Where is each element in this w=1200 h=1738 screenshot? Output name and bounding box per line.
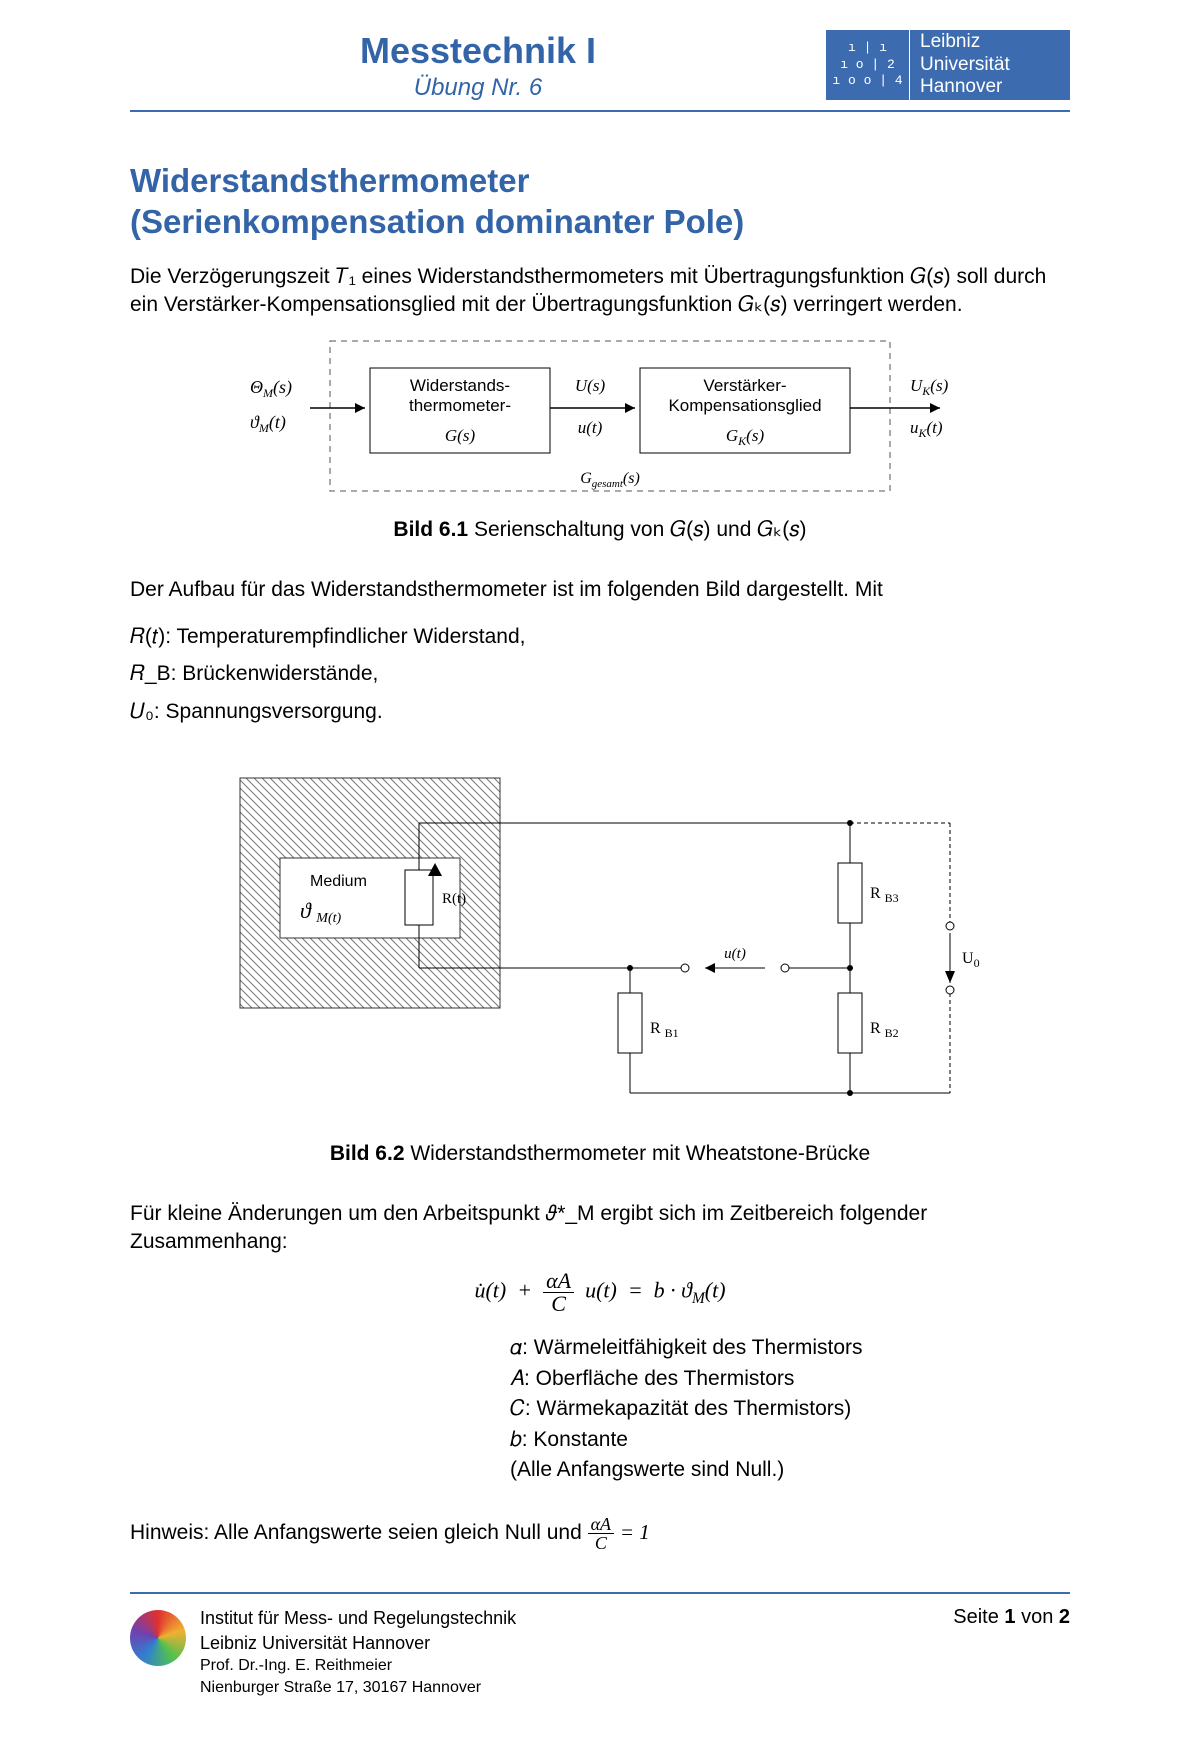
page-footer: Institut für Mess- und Regelungstechnik … <box>130 1592 1070 1698</box>
label-U0: U0 <box>962 950 980 970</box>
footer-l3: Prof. Dr.-Ing. E. Reithmeier <box>200 1655 516 1677</box>
logo-text: Leibniz Universität Hannover <box>910 30 1070 100</box>
label-RB3: R B3 <box>870 885 899 905</box>
label-Us: U(s) <box>575 376 606 395</box>
institute-logo-icon <box>130 1610 186 1666</box>
logo-row: ı o o | 4 <box>832 73 902 90</box>
circuit-diagram-6-2: Medium ϑ M(t) R(t) R B1 R B3 R <box>130 758 1070 1128</box>
caption-label: Bild 6.1 <box>393 518 468 541</box>
label-ut: u(t) <box>724 946 746 962</box>
footer-l2: Leibniz Universität Hannover <box>200 1631 516 1655</box>
section-heading: Widerstandsthermometer (Serienkompensati… <box>130 160 1070 243</box>
caption-6-2: Bild 6.2 Widerstandsthermometer mit Whea… <box>130 1142 1070 1166</box>
symbol-definitions: 𝑅(𝑡): Temperaturempfindlicher Widerstand… <box>130 619 1070 730</box>
logo-row: ı o | 2 <box>840 57 895 74</box>
block2-l2: Kompensationsglied <box>668 396 821 415</box>
heading-line2: (Serienkompensation dominanter Pole) <box>130 203 744 240</box>
hint-line: Hinweis: Alle Anfangswerte seien gleich … <box>130 1515 1070 1552</box>
footer-l1: Institut für Mess- und Regelungstechnik <box>200 1606 516 1630</box>
block2-l3: GK(s) <box>726 426 765 448</box>
intro-paragraph: Die Verzögerungszeit 𝑇₁ eines Widerstand… <box>130 263 1070 320</box>
block-diagram-6-1: ΘM(s) ϑM(t) Widerstands- thermometer- G(… <box>130 333 1070 503</box>
label-theta-s: ΘM(s) <box>250 377 292 400</box>
hint-prefix: Hinweis: Alle Anfangswerte seien gleich … <box>130 1522 588 1545</box>
uni-name-line: Hannover <box>920 76 1070 99</box>
def-U0: 𝑈₀: Spannungsversorgung. <box>130 694 1070 730</box>
university-logo: ı | ı ı o | 2 ı o o | 4 Leibniz Universi… <box>826 30 1070 100</box>
label-RB1: R B1 <box>650 1020 679 1040</box>
caption-label: Bild 6.2 <box>330 1142 405 1165</box>
block1-l3: G(s) <box>445 426 476 445</box>
equation-variable-list: 𝛼: Wärmeleitfähigkeit des Thermistors 𝐴:… <box>510 1333 1070 1485</box>
block1-l1: Widerstands- <box>410 376 510 395</box>
uni-name-line: Leibniz <box>920 31 1070 54</box>
block2-l1: Verstärker- <box>703 376 786 395</box>
footer-address: Institut für Mess- und Regelungstechnik … <box>200 1606 516 1698</box>
page-label-pre: Seite <box>953 1606 1004 1628</box>
var-A: 𝐴: Oberfläche des Thermistors <box>510 1364 1070 1394</box>
page-label-mid: von <box>1016 1606 1059 1628</box>
course-title: Messtechnik I <box>130 30 826 72</box>
label-Rt: R(t) <box>442 891 466 907</box>
label-uKt: uK(t) <box>910 418 943 440</box>
aufbau-paragraph: Der Aufbau für das Widerstandsthermomete… <box>130 576 1070 604</box>
var-alpha: 𝛼: Wärmeleitfähigkeit des Thermistors <box>510 1333 1070 1363</box>
var-note: (Alle Anfangswerte sind Null.) <box>510 1455 1070 1485</box>
caption-text: Serienschaltung von 𝐺(𝑠) und 𝐺ₖ(𝑠) <box>474 518 807 541</box>
var-b: 𝑏: Konstante <box>510 1425 1070 1455</box>
label-Ggesamt: Ggesamt(s) <box>580 470 640 490</box>
logo-numeric-icon: ı | ı ı o | 2 ı o o | 4 <box>826 30 910 100</box>
caption-6-1: Bild 6.1 Serienschaltung von 𝐺(𝑠) und 𝐺ₖ… <box>130 517 1070 542</box>
exercise-subtitle: Übung Nr. 6 <box>130 74 826 102</box>
label-RB2: R B2 <box>870 1020 899 1040</box>
page-current: 1 <box>1004 1606 1015 1628</box>
differential-equation: u̇(t) + αAC u(t) = b · ϑM(t) <box>130 1270 1070 1315</box>
def-RB: 𝑅_B: Brückenwiderstände, <box>130 656 1070 692</box>
footer-l4: Nienburger Straße 17, 30167 Hannover <box>200 1677 516 1699</box>
block1-l2: thermometer- <box>409 396 511 415</box>
linearization-paragraph: Für kleine Änderungen um den Arbeitspunk… <box>130 1200 1070 1257</box>
var-C: 𝐶: Wärmekapazität des Thermistors) <box>510 1394 1070 1424</box>
caption-text: Widerstandsthermometer mit Wheatstone-Br… <box>410 1142 870 1165</box>
def-Rt: 𝑅(𝑡): Temperaturempfindlicher Widerstand… <box>130 619 1070 655</box>
page-total: 2 <box>1059 1606 1070 1628</box>
heading-line1: Widerstandsthermometer <box>130 162 529 199</box>
page-header: Messtechnik I Übung Nr. 6 ı | ı ı o | 2 … <box>130 30 1070 112</box>
page-number: Seite 1 von 2 <box>953 1606 1070 1629</box>
label-UKs: UK(s) <box>910 376 949 398</box>
label-theta-t: ϑM(t) <box>250 412 286 435</box>
medium-label: Medium <box>310 873 367 890</box>
uni-name-line: Universität <box>920 54 1070 77</box>
header-title-block: Messtechnik I Übung Nr. 6 <box>130 30 826 102</box>
logo-row: ı | ı <box>848 40 887 57</box>
label-ut: u(t) <box>578 418 603 437</box>
